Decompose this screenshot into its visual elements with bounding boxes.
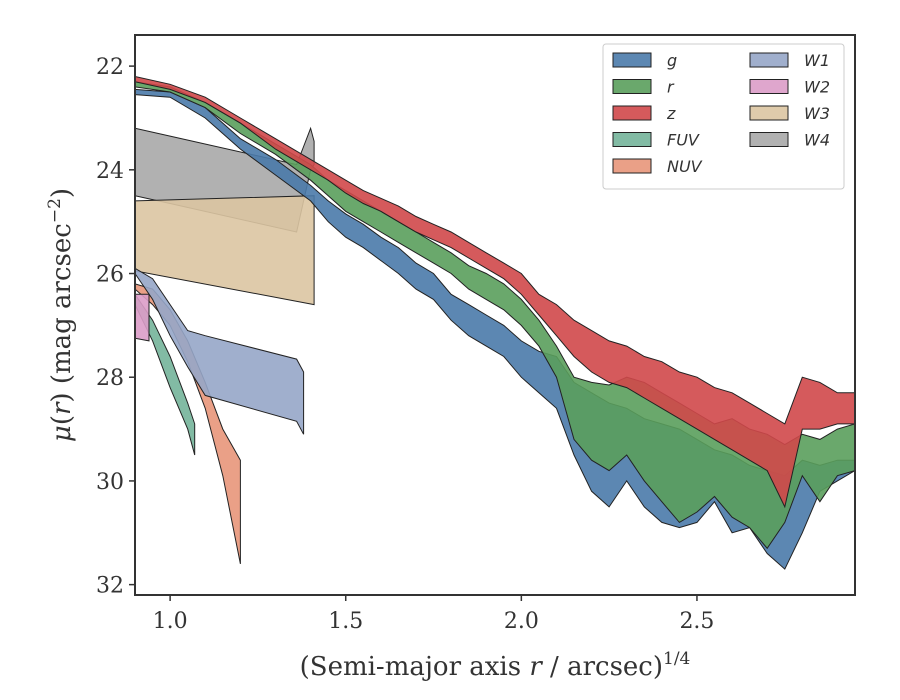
legend-swatch-w1 [749, 52, 789, 68]
x-axis-label: (Semi-major axis r / arcsec)1/4 [300, 649, 691, 682]
legend-swatch-z [612, 105, 652, 121]
legend-label-r: r [667, 78, 675, 97]
y-tick-label: 28 [96, 366, 124, 391]
y-tick-label: 26 [96, 263, 124, 288]
band-r [135, 81, 855, 550]
legend-label-w3: W3 [804, 104, 830, 123]
legend-swatch-fuv [612, 132, 652, 147]
y-tick-label: 24 [96, 159, 124, 184]
legend-swatch-r [612, 79, 652, 94]
x-tick-label: 2.0 [504, 609, 539, 634]
legend-swatch-g [612, 52, 652, 68]
band-w1 [135, 267, 305, 435]
x-tick-label: 1.0 [153, 609, 188, 634]
legend-label-nuv: NUV [667, 157, 703, 176]
y-tick-label: 22 [96, 55, 124, 80]
x-tick-label: 1.5 [328, 609, 363, 634]
band-z [135, 75, 855, 509]
x-tick-label: 2.5 [679, 609, 714, 634]
x-axis: 1.0 1.5 2.0 2.5 [153, 595, 714, 634]
band-w3 [135, 195, 315, 306]
legend-label-w2: W2 [804, 78, 830, 97]
bands-layer [135, 75, 855, 570]
y-tick-label: 32 [96, 574, 124, 599]
legend-swatch-w3 [749, 105, 789, 121]
y-axis-label: μ(r) (mag arcsec−2) [45, 188, 77, 442]
plot-frame [134, 34, 856, 596]
legend-label-fuv: FUV [667, 131, 700, 150]
y-tick-label: 30 [96, 470, 124, 495]
legend-label-w1: W1 [804, 51, 830, 70]
legend-label-w4: W4 [804, 131, 830, 150]
y-axis: 22 24 26 28 30 32 [96, 55, 135, 599]
legend-label-g: g [667, 51, 677, 70]
band-w2 [135, 293, 150, 342]
legend-swatch-w2 [749, 79, 789, 94]
legend: grz FUV NUV W1 W2 W3 W4 [602, 43, 845, 190]
legend-label-z: z [666, 104, 676, 123]
legend-swatch-nuv [612, 158, 652, 174]
legend-swatch-w4 [749, 132, 789, 147]
